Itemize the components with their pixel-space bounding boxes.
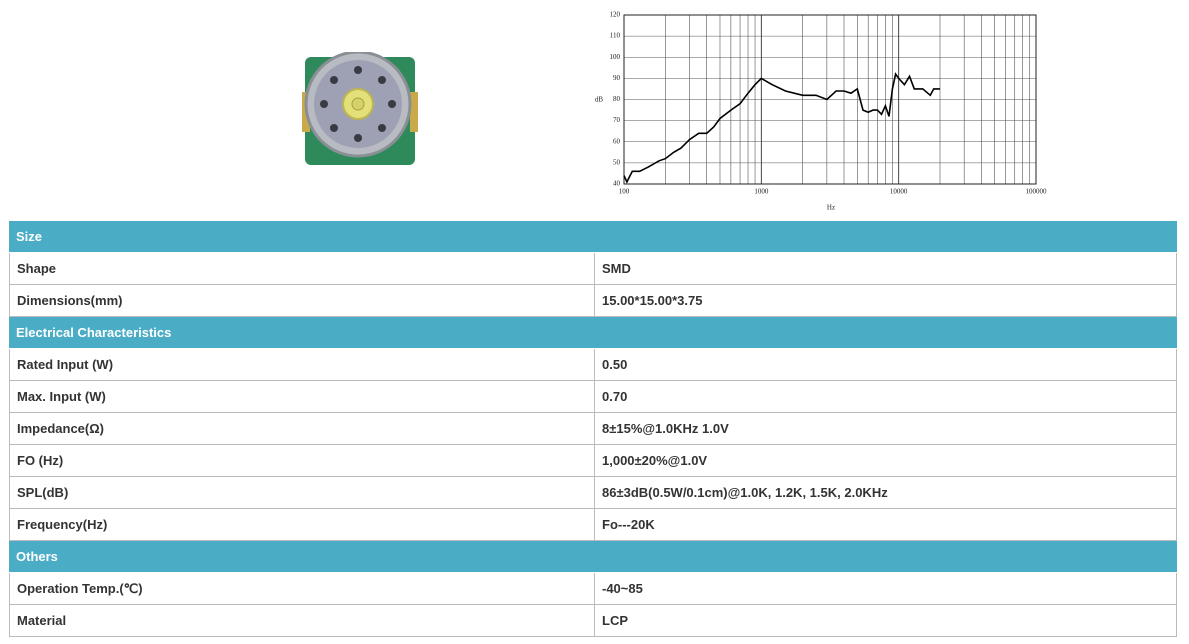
y-tick-label: 90 xyxy=(613,74,621,82)
y-tick-label: 110 xyxy=(610,32,621,40)
y-tick-label: 60 xyxy=(613,137,621,145)
y-tick-label: 100 xyxy=(610,53,621,61)
property-value: 86±3dB(0.5W/0.1cm)@1.0K, 1.2K, 1.5K, 2.0… xyxy=(602,485,888,500)
property-name: Max. Input (W) xyxy=(10,381,595,412)
property-name: Shape xyxy=(10,253,595,284)
property-name: Frequency(Hz) xyxy=(10,509,595,540)
property-value: -40~85 xyxy=(602,581,643,596)
table-row: Max. Input (W) 0.70 xyxy=(9,381,1177,413)
property-value: 15.00*15.00*3.75 xyxy=(602,293,703,308)
property-name: Rated Input (W) xyxy=(10,349,595,380)
property-value: LCP xyxy=(602,613,628,628)
x-tick-label: 10000 xyxy=(890,188,908,196)
table-row: Impedance(Ω) 8±15%@1.0KHz 1.0V xyxy=(9,413,1177,445)
plot-frame xyxy=(623,14,1037,185)
response-line xyxy=(623,72,940,184)
section-header: Others xyxy=(9,541,1177,573)
table-row: Rated Input (W) 0.50 xyxy=(9,349,1177,381)
table-row: Frequency(Hz) Fo---20K xyxy=(9,509,1177,541)
table-row: Shape SMD xyxy=(9,253,1177,285)
property-name: Dimensions(mm) xyxy=(10,285,595,316)
y-tick-label: 80 xyxy=(613,95,621,103)
x-tick-label: 1000 xyxy=(754,188,769,196)
frequency-chart: dB Hz 40 50 60 70 80 90 100 110 120 100 1000 10000 1… xyxy=(595,11,1048,212)
table-row: Dimensions(mm) 15.00*15.00*3.75 xyxy=(9,285,1177,317)
table-row: Operation Temp.(℃) -40~85 xyxy=(9,573,1177,605)
property-name: SPL(dB) xyxy=(10,477,595,508)
table-row: FO (Hz) 1,000±20%@1.0V xyxy=(9,445,1177,477)
section-header: Size xyxy=(9,221,1177,253)
y-axis-label: dB xyxy=(595,96,604,104)
product-image xyxy=(302,52,418,165)
x-tick-label: 100000 xyxy=(1026,188,1048,196)
property-value: SMD xyxy=(602,261,631,276)
property-value: 8±15%@1.0KHz 1.0V xyxy=(602,421,729,436)
section-header: Electrical Characteristics xyxy=(9,317,1177,349)
y-tick-label: 50 xyxy=(613,158,621,166)
property-value: 0.50 xyxy=(602,357,628,372)
x-tick-label: 100 xyxy=(619,188,630,196)
property-name: FO (Hz) xyxy=(10,445,595,476)
property-value: 1,000±20%@1.0V xyxy=(602,453,708,468)
table-row: Material LCP xyxy=(9,605,1177,637)
property-name: Material xyxy=(10,605,595,636)
x-axis-label: Hz xyxy=(827,204,835,212)
property-value: 0.70 xyxy=(602,389,628,404)
y-tick-label: 70 xyxy=(613,116,621,124)
y-tick-label: 120 xyxy=(610,11,621,19)
property-name: Impedance(Ω) xyxy=(10,413,595,444)
property-name: Operation Temp.(℃) xyxy=(10,573,595,604)
table-row: SPL(dB) 86±3dB(0.5W/0.1cm)@1.0K, 1.2K, 1.… xyxy=(9,477,1177,509)
y-tick-label: 40 xyxy=(613,180,621,188)
spec-table: Size Shape SMD Dimensions(mm) 15.00*15.00*3.… xyxy=(9,221,1177,637)
property-value: Fo---20K xyxy=(602,517,655,532)
